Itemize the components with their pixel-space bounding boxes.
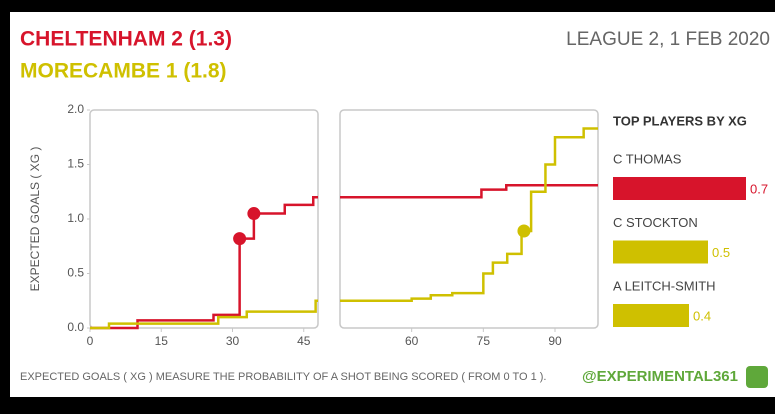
x-tick-label: 90 [548,334,562,348]
y-tick-label: 1.5 [67,157,84,171]
bar [613,177,746,200]
x-tick-label: 0 [87,334,94,348]
x-tick-label: 60 [405,334,419,348]
bar-title: TOP PLAYERS BY XG [613,113,747,128]
goal-marker [247,207,261,221]
y-tick-label: 2.0 [67,102,84,116]
value-label: 0.5 [712,245,730,260]
x-tick-label: 30 [226,334,240,348]
x-tick-label: 15 [155,334,169,348]
x-tick-label: 45 [297,334,311,348]
player-name: A LEITCH-SMITH [613,278,716,293]
bar [613,240,708,264]
away-team: MORECAMBE 1 (1.8) [20,60,227,83]
handle: @EXPERIMENTAL361 [582,368,738,385]
value-label: 0.4 [693,308,711,323]
xg-line [340,127,598,302]
match-info: LEAGUE 2, 1 FEB 2020 [566,29,770,50]
y-axis-label: EXPECTED GOALS ( XG ) [28,147,42,292]
bar [613,304,689,327]
y-tick-label: 1.0 [67,211,84,225]
y-tick-label: 0.5 [67,266,84,280]
goal-marker [233,232,247,246]
footnote: EXPECTED GOALS ( XG ) MEASURE THE PROBAB… [20,371,547,383]
xg-line [340,183,598,199]
player-name: C STOCKTON [613,215,698,230]
y-tick-label: 0.0 [67,320,84,334]
background [10,12,775,397]
x-tick-label: 75 [477,334,491,348]
panel-frame [339,109,599,329]
xg-line [90,195,318,330]
value-label: 0.7 [750,181,768,196]
home-team: CHELTENHAM 2 (1.3) [20,28,232,51]
player-name: C THOMAS [613,151,682,166]
logo [746,366,768,388]
goal-marker [517,224,531,238]
xg-line [90,299,318,330]
